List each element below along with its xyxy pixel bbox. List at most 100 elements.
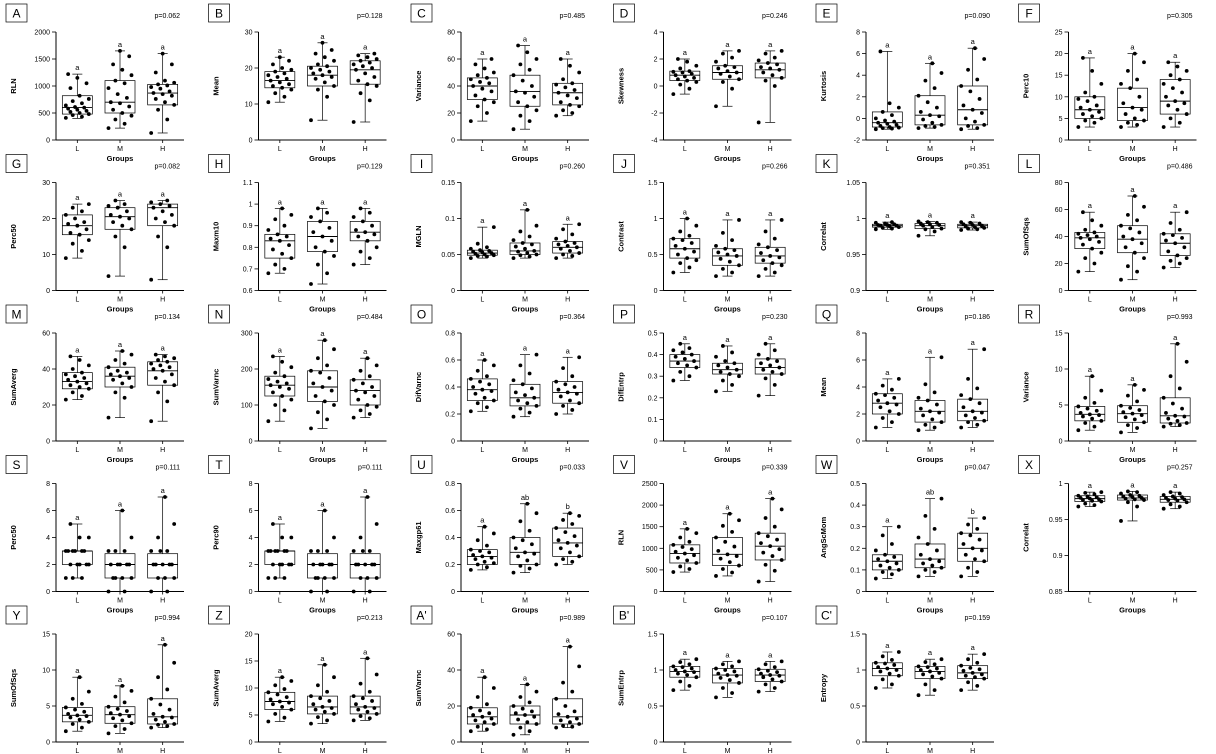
- data-point: [1184, 500, 1189, 505]
- data-point: [1121, 234, 1126, 239]
- data-point: [473, 93, 478, 98]
- y-axis-label: Skewness: [617, 68, 626, 104]
- data-point: [716, 250, 721, 255]
- data-point: [266, 719, 271, 724]
- y-tick-label: 80: [447, 30, 455, 37]
- data-point: [935, 548, 939, 553]
- data-point: [84, 714, 89, 718]
- data-point: [289, 707, 294, 712]
- data-point: [86, 97, 91, 101]
- x-tick-label: L: [480, 447, 484, 454]
- data-point: [687, 539, 692, 544]
- significance-letter: a: [278, 513, 283, 522]
- y-tick-label: 0.6: [243, 288, 253, 295]
- significance-letter: a: [1088, 47, 1093, 56]
- data-point: [530, 242, 534, 247]
- data-point: [756, 58, 761, 63]
- data-point: [561, 680, 565, 685]
- data-point: [939, 355, 944, 360]
- data-point: [1076, 428, 1081, 433]
- significance-letter: a: [768, 40, 773, 49]
- panel-label: O: [417, 308, 426, 322]
- p-value-label: p=0.484: [357, 314, 383, 321]
- data-point: [966, 124, 970, 128]
- data-point: [523, 393, 527, 397]
- significance-letter: a: [1173, 333, 1178, 342]
- data-point: [63, 372, 68, 377]
- data-point: [1135, 490, 1139, 495]
- y-tick-label: 0: [249, 138, 253, 145]
- x-tick-label: M: [927, 748, 933, 754]
- data-point: [714, 243, 718, 248]
- data-point: [1126, 120, 1130, 125]
- significance-letter: a: [75, 666, 80, 675]
- data-point: [351, 549, 356, 553]
- data-point: [271, 354, 275, 359]
- y-tick-label: 1.5: [648, 632, 658, 639]
- data-point: [1164, 94, 1168, 99]
- data-point: [118, 374, 122, 379]
- data-point: [266, 576, 271, 580]
- data-point: [930, 120, 935, 125]
- data-point: [478, 379, 482, 384]
- data-point: [568, 249, 572, 253]
- data-point: [975, 126, 980, 131]
- data-point: [167, 89, 172, 94]
- data-point: [1175, 107, 1180, 112]
- data-point: [322, 709, 327, 714]
- data-point: [923, 660, 928, 664]
- data-point: [266, 100, 271, 105]
- data-point: [365, 576, 370, 580]
- data-point: [125, 562, 129, 567]
- x-tick-label: L: [683, 146, 687, 153]
- data-point: [127, 376, 132, 380]
- data-point: [779, 49, 784, 53]
- data-point: [160, 368, 165, 373]
- y-tick-label: 300: [241, 331, 253, 338]
- data-point: [558, 546, 563, 551]
- y-tick-label: 1: [856, 216, 860, 223]
- data-point: [75, 713, 80, 718]
- data-point: [518, 62, 523, 67]
- panel-label-box: [613, 3, 635, 23]
- data-point: [1173, 99, 1178, 104]
- data-point: [358, 58, 363, 63]
- data-point: [374, 672, 379, 677]
- data-point: [737, 263, 741, 268]
- y-tick-label: 0: [856, 589, 860, 596]
- data-point: [163, 100, 167, 105]
- p-value-label: p=0.213: [357, 615, 383, 622]
- data-point: [287, 700, 291, 705]
- data-point: [77, 385, 82, 389]
- data-point: [975, 386, 980, 391]
- significance-letter: a: [1130, 480, 1135, 489]
- data-point: [169, 372, 174, 377]
- data-point: [1142, 256, 1146, 260]
- data-point: [1130, 105, 1135, 110]
- data-point: [360, 381, 365, 386]
- data-point: [120, 508, 125, 513]
- data-point: [113, 358, 118, 362]
- p-value-label: p=0.033: [560, 465, 586, 472]
- data-point: [714, 354, 718, 359]
- data-point: [565, 243, 570, 248]
- data-point: [892, 555, 897, 559]
- data-point: [676, 361, 680, 366]
- data-point: [172, 522, 177, 526]
- data-point: [770, 73, 775, 78]
- y-tick-label: 0: [1059, 288, 1063, 295]
- data-point: [1180, 90, 1184, 95]
- x-axis-label: Groups: [512, 455, 539, 464]
- data-point: [482, 395, 487, 400]
- data-point: [756, 579, 761, 584]
- data-point: [311, 71, 316, 76]
- data-point: [273, 91, 278, 96]
- data-point: [714, 574, 718, 578]
- data-point: [925, 100, 930, 105]
- data-point: [127, 104, 132, 109]
- data-point: [165, 245, 170, 250]
- data-point: [156, 535, 160, 540]
- data-point: [273, 576, 278, 580]
- data-point: [982, 516, 987, 520]
